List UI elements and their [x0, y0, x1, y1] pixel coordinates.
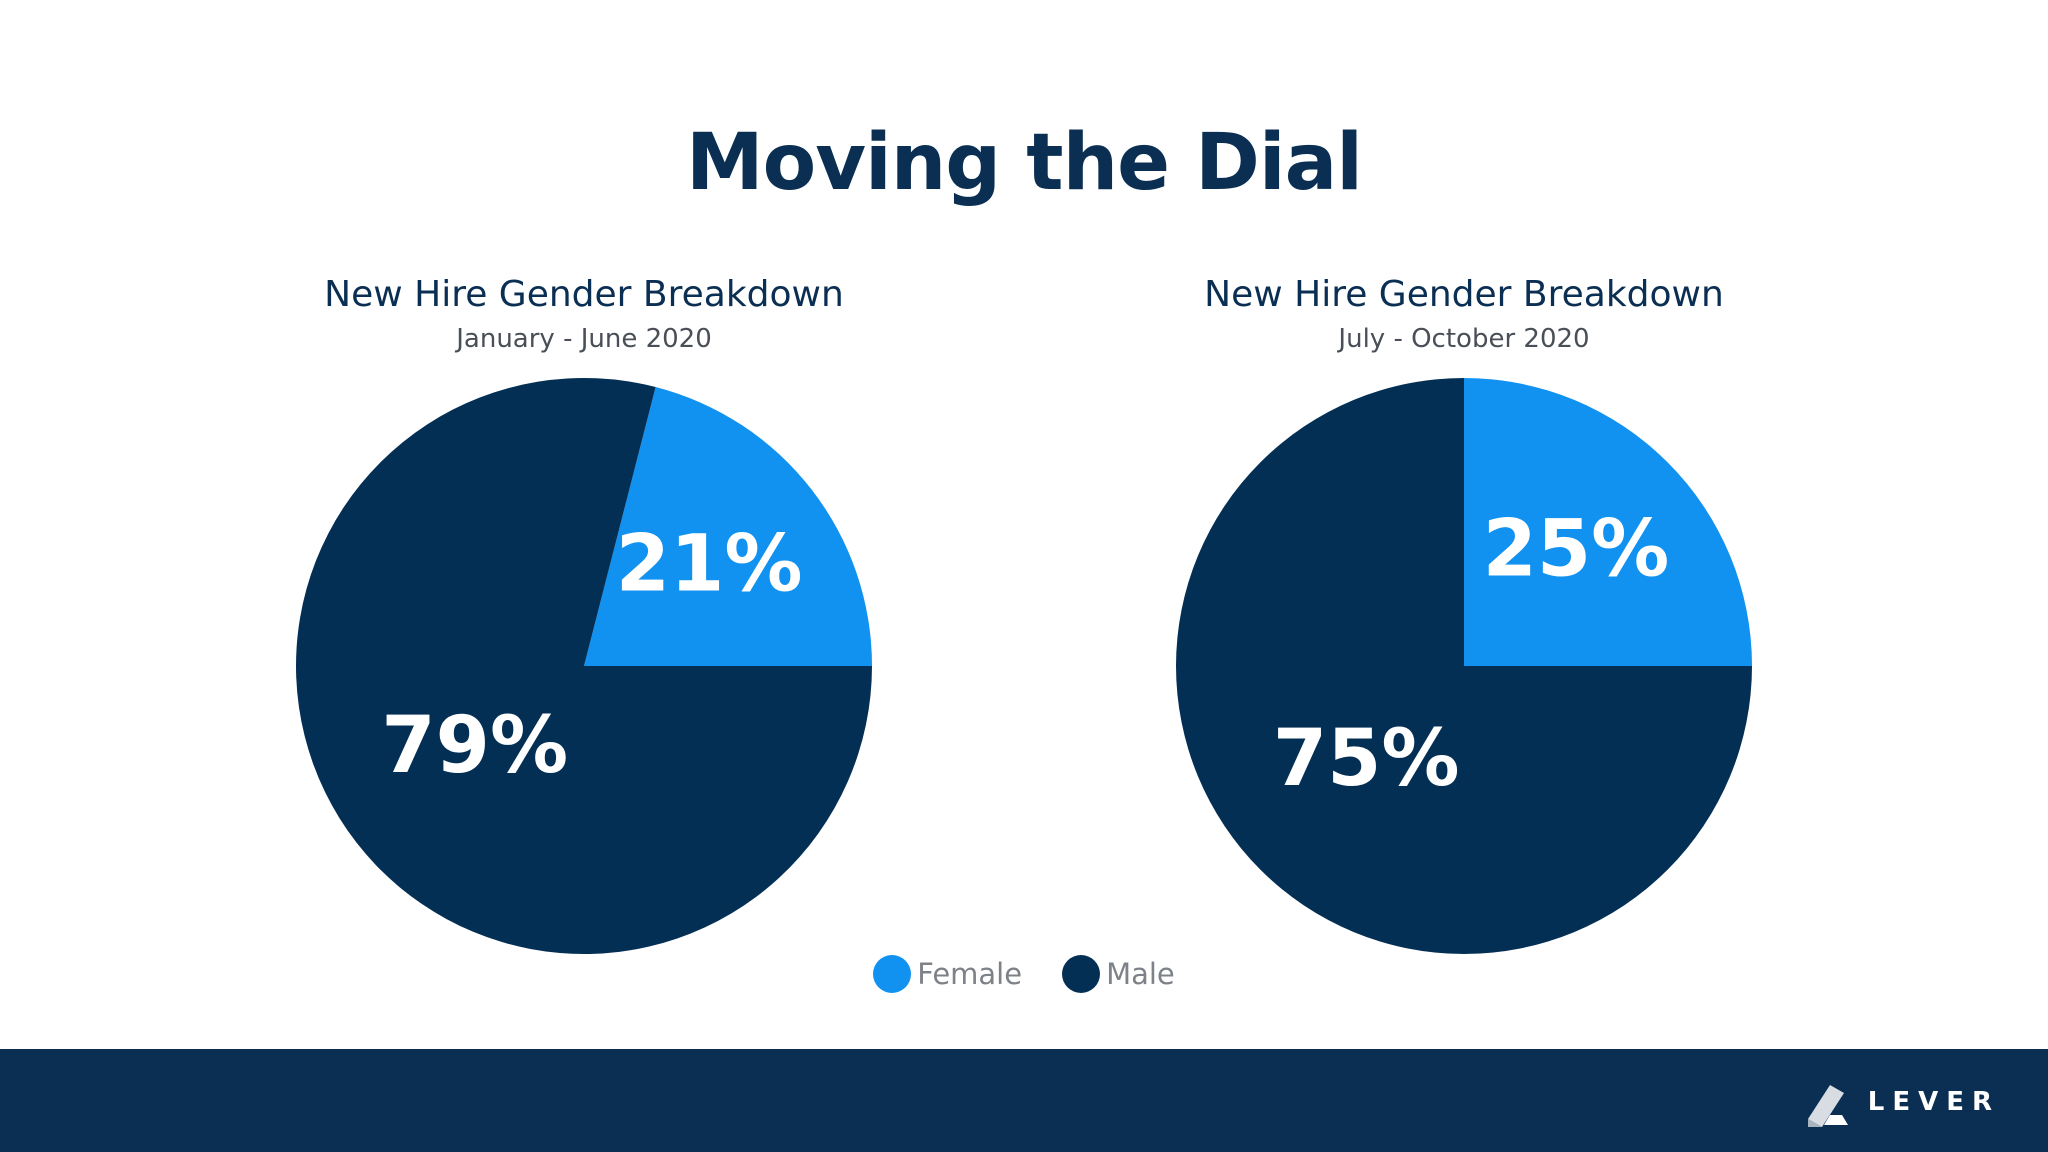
- legend-label: Female: [917, 957, 1023, 991]
- pie-slice-female: [584, 387, 872, 666]
- pie-slice-male: [1176, 378, 1752, 954]
- legend-item-male: Male: [1062, 955, 1175, 993]
- chart-title: New Hire Gender Breakdown: [324, 274, 844, 315]
- chart-subtitle: January - June 2020: [456, 324, 712, 354]
- legend-swatch-female: [873, 955, 912, 993]
- legend-item-female: Female: [873, 955, 1022, 993]
- lever-logo-icon: [1807, 1085, 1848, 1127]
- pie-slice-female: [1464, 378, 1752, 666]
- chart-subtitle: July - October 2020: [1338, 324, 1590, 354]
- chart-title: New Hire Gender Breakdown: [1204, 274, 1724, 315]
- pie-label-female: 25%: [1483, 504, 1670, 594]
- pie-label-female: 21%: [616, 519, 803, 609]
- footer-bar: LEVER: [0, 1049, 2048, 1152]
- pie-label-male: 75%: [1273, 714, 1460, 804]
- legend-swatch-male: [1062, 955, 1101, 993]
- legend: Female Male: [0, 955, 2048, 993]
- pie-svg: 25% 75%: [1176, 378, 1752, 954]
- page-title: Moving the Dial: [685, 118, 1363, 208]
- pie-svg: 21% 79%: [296, 377, 872, 954]
- legend-label: Male: [1106, 957, 1175, 991]
- pie-slice-male: [296, 377, 872, 954]
- lever-logo: LEVER: [1804, 1077, 2000, 1127]
- pie-label-male: 79%: [381, 701, 568, 791]
- logo-text: LEVER: [1867, 1087, 2000, 1117]
- pie-chart-jul-oct: New Hire Gender Breakdown July - October…: [1024, 270, 1904, 990]
- pie-chart-jan-jun: New Hire Gender Breakdown January - June…: [144, 270, 1024, 990]
